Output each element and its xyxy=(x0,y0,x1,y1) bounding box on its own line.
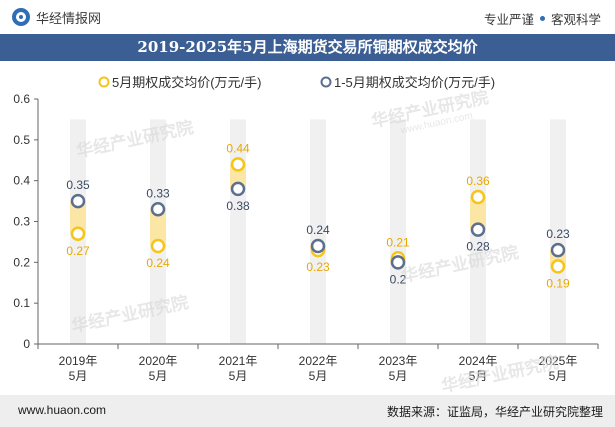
cumulative-point xyxy=(390,255,406,270)
brand: 华经情报网 xyxy=(12,7,101,27)
cumulative-data-label: 0.28 xyxy=(466,240,490,254)
cumulative-point xyxy=(310,238,326,254)
chart-area: 5月期权成交均价(万元/手) 1-5月期权成交均价(万元/手) 0 0.1 0.2 0.3… xyxy=(13,75,599,383)
monthly-data-label: 0.27 xyxy=(66,244,90,258)
cumulative-point xyxy=(230,181,246,197)
monthly-point xyxy=(70,226,86,241)
chart-title: 2019-2025年5月上海期货交易所铜期权成交均价 xyxy=(137,38,478,56)
cumulative-data-label: 0.33 xyxy=(146,186,170,200)
y-tick-label: 0 xyxy=(23,337,30,351)
range-band xyxy=(470,197,486,230)
monthly-point xyxy=(230,157,246,172)
column-background xyxy=(550,119,566,344)
x-tick-label: 5月 xyxy=(149,369,168,383)
slogan: 专业严谨 客观科学 xyxy=(484,9,601,28)
legend-label-monthly: 5月期权成交均价(万元/手) xyxy=(112,75,262,90)
cumulative-point xyxy=(470,222,486,237)
x-tick-label: 5月 xyxy=(469,369,488,383)
x-tick-label: 2020年 xyxy=(139,354,178,368)
slogan-right: 客观科学 xyxy=(550,13,601,27)
brand-name: 华经情报网 xyxy=(36,10,102,26)
footer-source: 数据来源：证监局，华经产业研究院整理 xyxy=(386,405,603,419)
column-background xyxy=(390,119,406,344)
title-bar: 2019-2025年5月上海期货交易所铜期权成交均价 xyxy=(0,34,615,61)
bullet-dot-icon xyxy=(539,16,545,21)
range-band xyxy=(150,209,166,246)
x-tick-label: 5月 xyxy=(309,369,328,383)
x-tick-label: 5月 xyxy=(549,369,568,383)
monthly-point xyxy=(550,259,566,274)
monthly-data-label: 0.24 xyxy=(146,256,170,270)
cumulative-point xyxy=(150,202,166,217)
cumulative-point xyxy=(70,193,86,209)
x-tick-label: 2021年 xyxy=(219,354,258,368)
monthly-data-label: 0.36 xyxy=(466,174,490,188)
legend-marker-monthly xyxy=(98,76,110,88)
range-band xyxy=(70,201,86,234)
x-tick-label: 2023年 xyxy=(379,354,418,368)
x-tick-label: 2019年 xyxy=(59,354,98,368)
footer: www.huaon.com 数据来源：证监局，华经产业研究院整理 xyxy=(0,395,615,427)
cumulative-data-label: 0.38 xyxy=(226,199,250,213)
slogan-left: 专业严谨 xyxy=(483,13,534,27)
monthly-point xyxy=(470,189,486,205)
cumulative-data-label: 0.35 xyxy=(66,178,90,192)
y-tick-label: 0.6 xyxy=(13,92,30,106)
y-tick-label: 0.4 xyxy=(13,174,30,188)
legend-label-cumulative: 1-5月期权成交均价(万元/手) xyxy=(334,75,495,90)
y-tick-label: 0.1 xyxy=(13,296,30,310)
y-tick-label: 0.2 xyxy=(13,255,30,269)
x-tick-label: 2024年 xyxy=(459,354,498,368)
footer-website: www.huaon.com xyxy=(18,403,107,417)
column-background xyxy=(310,119,326,344)
monthly-point xyxy=(150,238,166,254)
cumulative-point xyxy=(550,242,566,258)
brand-logo-icon xyxy=(12,8,30,26)
cumulative-data-label: 0.24 xyxy=(306,223,330,237)
monthly-data-label: 0.19 xyxy=(546,276,570,290)
monthly-data-label: 0.23 xyxy=(306,260,330,274)
x-tick-label: 2022年 xyxy=(299,354,338,368)
y-tick-label: 0.3 xyxy=(13,215,30,229)
legend-marker-cumulative xyxy=(320,76,332,88)
top-bar: 华经情报网 专业严谨 客观科学 xyxy=(0,0,615,34)
range-band xyxy=(230,164,246,189)
x-tick-label: 2025年 xyxy=(539,354,578,368)
cumulative-data-label: 0.2 xyxy=(390,272,407,286)
monthly-data-label: 0.44 xyxy=(226,141,250,155)
x-tick-label: 5月 xyxy=(69,369,88,383)
x-tick-label: 5月 xyxy=(389,369,408,383)
x-tick-label: 5月 xyxy=(229,369,248,383)
monthly-data-label: 0.21 xyxy=(386,235,410,249)
cumulative-data-label: 0.23 xyxy=(546,227,570,241)
y-tick-label: 0.5 xyxy=(13,133,30,147)
